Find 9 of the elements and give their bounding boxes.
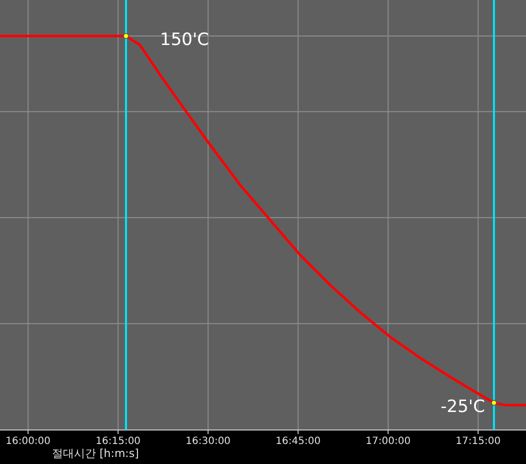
x-tick-label: 17:00:00: [366, 436, 411, 447]
x-tick-label: 16:45:00: [276, 436, 321, 447]
x-tick-label: 17:15:00: [456, 436, 501, 447]
annotation: 150'C: [160, 30, 210, 50]
x-tick-label: 16:30:00: [186, 436, 231, 447]
x-axis-title: 절대시간 [h:m:s]: [52, 447, 139, 460]
annotation: -25'C: [440, 396, 485, 417]
x-tick-label: 16:15:00: [96, 436, 141, 447]
x-tick-label: 16:00:00: [6, 436, 51, 447]
